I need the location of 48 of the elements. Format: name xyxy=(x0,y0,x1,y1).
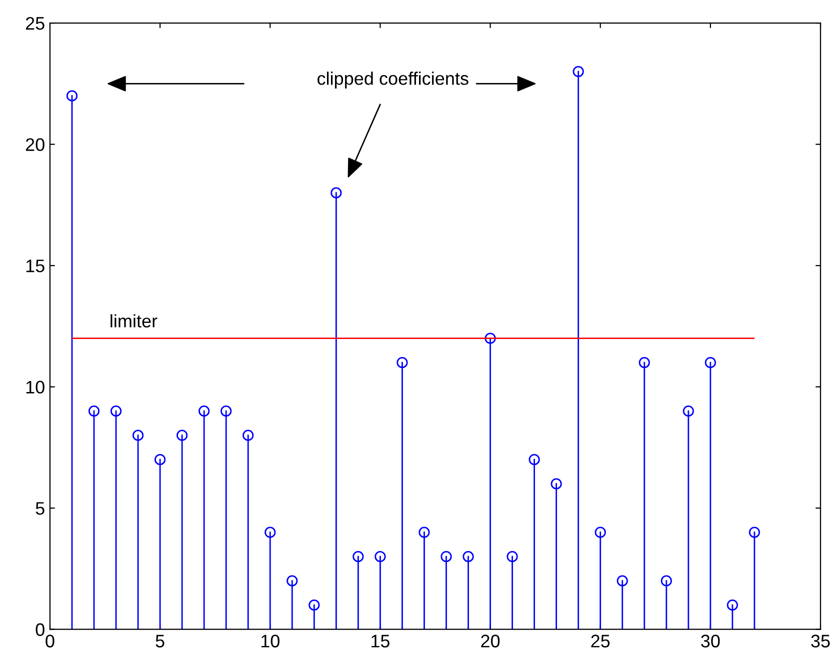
point xyxy=(748,526,760,538)
point xyxy=(198,406,210,417)
point xyxy=(484,332,496,344)
point xyxy=(88,406,100,417)
point xyxy=(330,187,342,198)
x-tick-label: 20 xyxy=(481,634,500,648)
x-tick-label: 5 xyxy=(156,634,164,648)
point xyxy=(132,430,144,441)
point xyxy=(308,600,320,611)
x-tick-label: 10 xyxy=(261,634,280,648)
x-tick-label: 15 xyxy=(372,634,390,648)
point xyxy=(110,406,122,417)
point xyxy=(176,430,188,441)
point xyxy=(572,66,584,78)
y-tick-label: 20 xyxy=(26,138,44,152)
point xyxy=(418,526,430,538)
annotation: clipped coefficients xyxy=(318,72,468,88)
point xyxy=(352,551,364,562)
y-tick-label: 25 xyxy=(26,17,44,30)
x-tick-label: 25 xyxy=(591,634,610,648)
point xyxy=(264,526,276,538)
point xyxy=(242,430,254,441)
point xyxy=(616,575,628,586)
point xyxy=(374,551,386,562)
ref-line-label: limiter xyxy=(110,314,158,328)
point xyxy=(506,551,518,562)
point xyxy=(462,551,474,562)
x-tick-label: 30 xyxy=(701,634,720,648)
point xyxy=(440,551,452,562)
point xyxy=(704,357,716,368)
point xyxy=(682,406,694,417)
point xyxy=(66,90,78,102)
point xyxy=(528,454,540,466)
point xyxy=(396,357,408,368)
point xyxy=(286,575,298,586)
x-tick-label: 35 xyxy=(811,634,830,648)
y-tick-label: 15 xyxy=(26,260,44,272)
point xyxy=(660,575,672,586)
point xyxy=(550,478,562,490)
point xyxy=(220,406,232,417)
point xyxy=(594,526,606,538)
y-tick-label: 5 xyxy=(36,502,44,515)
y-tick-label: 10 xyxy=(26,380,44,394)
point xyxy=(726,600,738,611)
x-tick-label: 0 xyxy=(46,634,54,648)
point xyxy=(638,357,650,368)
point xyxy=(154,454,166,466)
y-tick-label: 0 xyxy=(36,623,44,636)
